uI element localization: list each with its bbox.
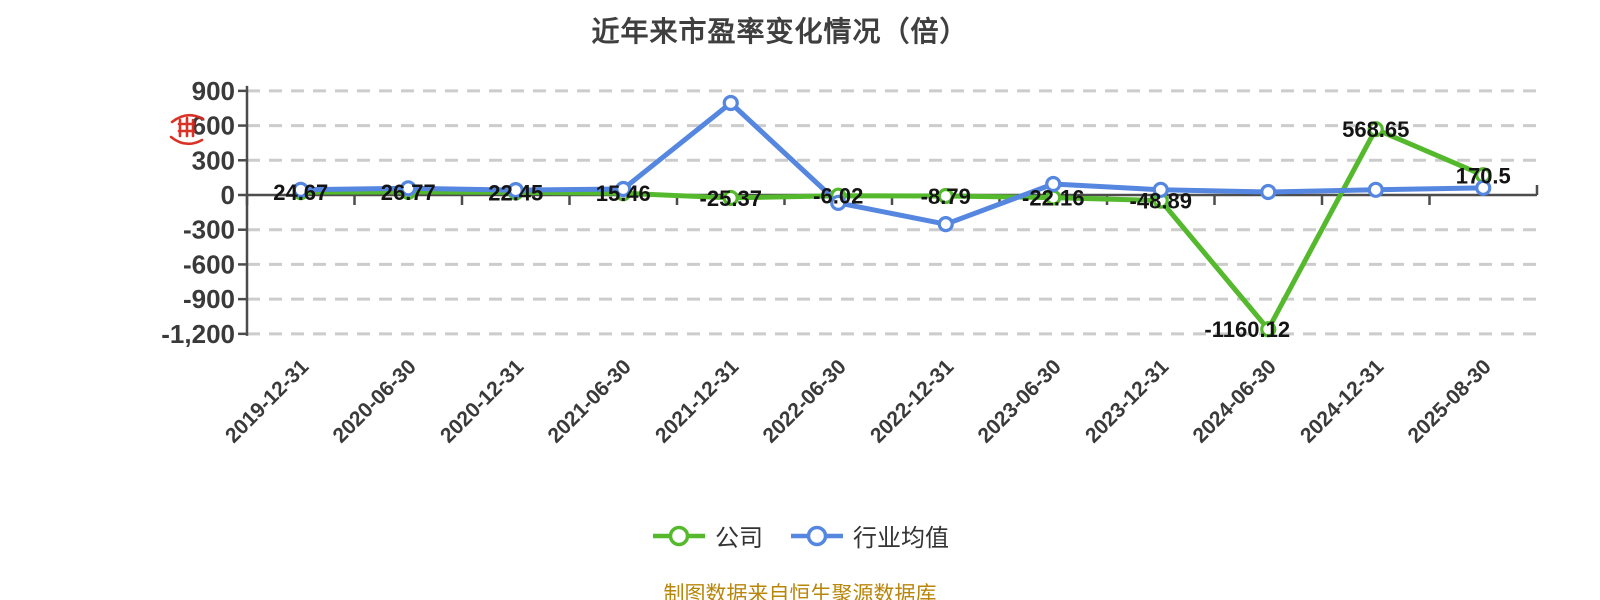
legend-label-company: 公司 xyxy=(715,525,763,552)
x-axis-label: 2020-06-30 xyxy=(329,355,421,447)
x-axis-label: 2025-08-30 xyxy=(1404,355,1496,447)
y-axis-label: -300 xyxy=(183,215,235,245)
x-axis-label: 2021-12-31 xyxy=(651,355,743,447)
y-axis-label: -900 xyxy=(183,284,235,314)
legend-item-industry[interactable]: 行业均值 xyxy=(789,518,949,553)
data-point-label: 26.77 xyxy=(381,180,436,205)
chart-title: 近年来市盈率变化情况（倍） xyxy=(591,16,969,47)
industry-line-marker-icon xyxy=(791,525,843,546)
data-point-marker xyxy=(937,216,954,233)
x-axis-label: 2024-06-30 xyxy=(1189,355,1281,447)
legend-item-company[interactable]: 公司 xyxy=(651,518,763,553)
y-axis-label: -1,200 xyxy=(161,319,235,349)
data-point-label: -48.89 xyxy=(1130,189,1192,214)
y-axis-label: 300 xyxy=(192,145,235,175)
data-point-label: -25.37 xyxy=(700,186,762,211)
y-axis-label: -600 xyxy=(183,249,235,279)
data-point-marker xyxy=(830,194,847,211)
x-axis-label: 2019-12-31 xyxy=(221,355,313,447)
data-point-label: 24.67 xyxy=(273,180,328,205)
series-line-行业均值 xyxy=(298,100,1486,227)
source-note: 制图数据来自恒生聚源数据库 xyxy=(663,583,937,600)
y-axis-label: 600 xyxy=(192,111,235,141)
data-point-label: -22.16 xyxy=(1022,186,1084,211)
data-point-label: -1160.12 xyxy=(1204,317,1290,342)
y-axis-label: 0 xyxy=(221,180,235,210)
data-point-label: 170.5 xyxy=(1456,163,1511,188)
data-point-label: 22.45 xyxy=(488,180,543,205)
data-point-marker xyxy=(1045,175,1062,193)
data-point-marker xyxy=(507,182,524,199)
data-point-label: 568.65 xyxy=(1342,117,1409,142)
data-point-marker xyxy=(1475,179,1492,196)
company-line-marker-icon xyxy=(653,525,705,546)
data-point-marker xyxy=(1367,121,1384,138)
legend: 公司 行业均值 xyxy=(0,518,1600,553)
data-point-marker xyxy=(722,189,739,207)
legend-label-industry: 行业均值 xyxy=(853,525,949,552)
x-axis-label: 2022-06-30 xyxy=(759,355,851,447)
data-point-label: 15.46 xyxy=(596,181,651,206)
red-seal-icon xyxy=(165,107,209,151)
data-point-marker xyxy=(1260,321,1277,338)
data-point-marker xyxy=(722,94,739,112)
data-point-marker xyxy=(1152,181,1169,198)
x-axis-label: 2023-06-30 xyxy=(974,355,1066,447)
data-point-marker xyxy=(615,180,632,198)
x-axis-label: 2024-12-31 xyxy=(1296,355,1388,447)
data-point-marker xyxy=(1367,181,1384,198)
data-point-marker xyxy=(292,181,309,198)
data-point-label: -8.79 xyxy=(921,184,971,209)
x-axis-label: 2021-06-30 xyxy=(544,355,636,447)
data-point-marker xyxy=(937,187,954,205)
data-point-marker xyxy=(1260,183,1277,201)
y-axis-label: 900 xyxy=(192,76,235,106)
data-point-label: -6.02 xyxy=(813,184,863,209)
x-axis-label: 2020-12-31 xyxy=(436,355,528,447)
x-axis-label: 2023-12-31 xyxy=(1081,355,1173,447)
data-point-marker xyxy=(400,180,417,197)
x-axis-label: 2022-12-31 xyxy=(866,355,958,447)
